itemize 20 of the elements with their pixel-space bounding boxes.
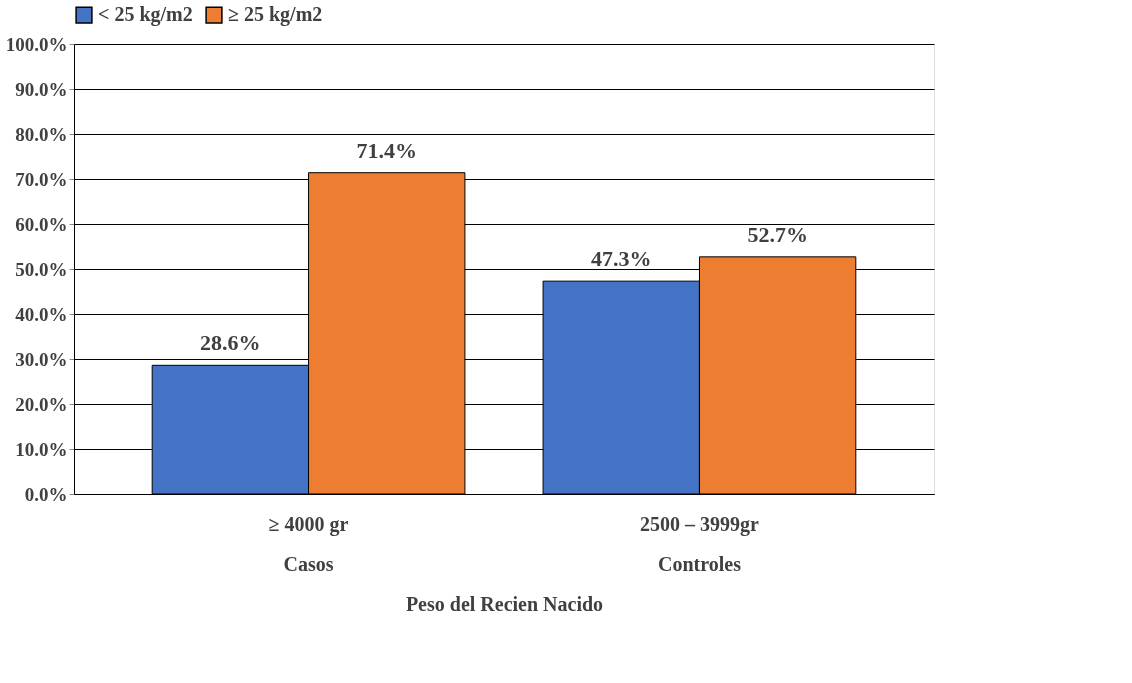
y-tick-label: 80.0% (15, 123, 68, 145)
y-tick-label: 60.0% (15, 213, 68, 235)
x-tick-label: 2500 – 3999gr Controles (640, 512, 760, 575)
data-label: 28.6% (200, 330, 261, 356)
data-label: 71.4% (356, 137, 417, 163)
data-label: 47.3% (591, 246, 652, 272)
y-tick-label: 70.0% (15, 168, 68, 190)
y-tick-label: 30.0% (15, 348, 68, 370)
x-axis-title: Peso del Recien Nacido (405, 592, 604, 615)
y-tick-label: 0.0% (24, 483, 68, 505)
y-tick-label: 10.0% (15, 438, 68, 460)
legend-label: ≥ 25 kg/m2 (228, 3, 323, 27)
y-tick-label: 90.0% (15, 78, 68, 100)
data-label: 52.7% (747, 221, 808, 247)
y-tick-label: 20.0% (15, 393, 68, 415)
y-tick-label: 100.0% (5, 33, 68, 55)
y-tick-label: 40.0% (15, 303, 68, 325)
x-tick-label: ≥ 4000 gr Casos (268, 512, 349, 575)
legend-label: < 25 kg/m2 (98, 3, 193, 27)
y-tick-label: 50.0% (15, 258, 68, 280)
